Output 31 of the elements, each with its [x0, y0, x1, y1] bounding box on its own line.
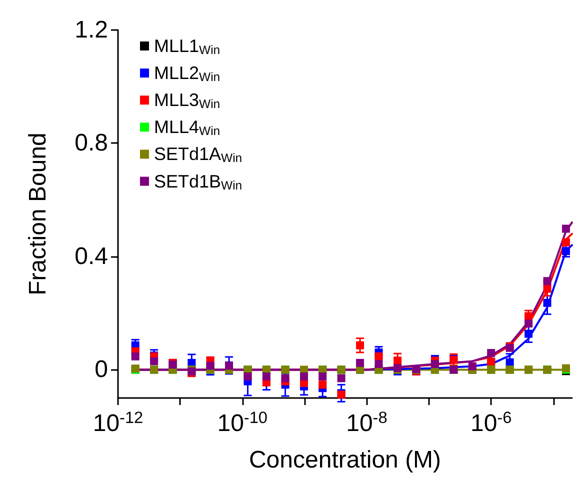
point	[468, 362, 476, 370]
point	[356, 341, 364, 350]
point	[524, 312, 533, 320]
point	[281, 374, 290, 382]
y-axis-title: Fraction Bound	[24, 132, 52, 296]
x-axis-title: Concentration (M)	[248, 446, 442, 474]
point	[318, 380, 327, 389]
point	[131, 352, 140, 360]
y-tick-label: 0.8	[74, 130, 108, 157]
point	[374, 360, 383, 368]
point	[300, 372, 308, 380]
point	[487, 348, 496, 357]
point	[262, 372, 270, 380]
point	[524, 330, 533, 338]
y-tick-label: 0.4	[74, 242, 108, 270]
point	[356, 358, 364, 367]
point	[562, 224, 570, 233]
point	[562, 247, 570, 256]
y-tick-label: 0	[94, 356, 108, 384]
point	[374, 352, 383, 360]
point	[318, 372, 327, 380]
y-tick-label: 1.2	[74, 16, 108, 44]
point	[543, 284, 552, 293]
point	[543, 298, 552, 307]
point	[244, 372, 252, 380]
point	[543, 277, 552, 286]
point	[524, 320, 533, 328]
point	[150, 357, 158, 366]
point	[337, 374, 346, 382]
point	[430, 360, 439, 368]
point	[394, 356, 402, 365]
